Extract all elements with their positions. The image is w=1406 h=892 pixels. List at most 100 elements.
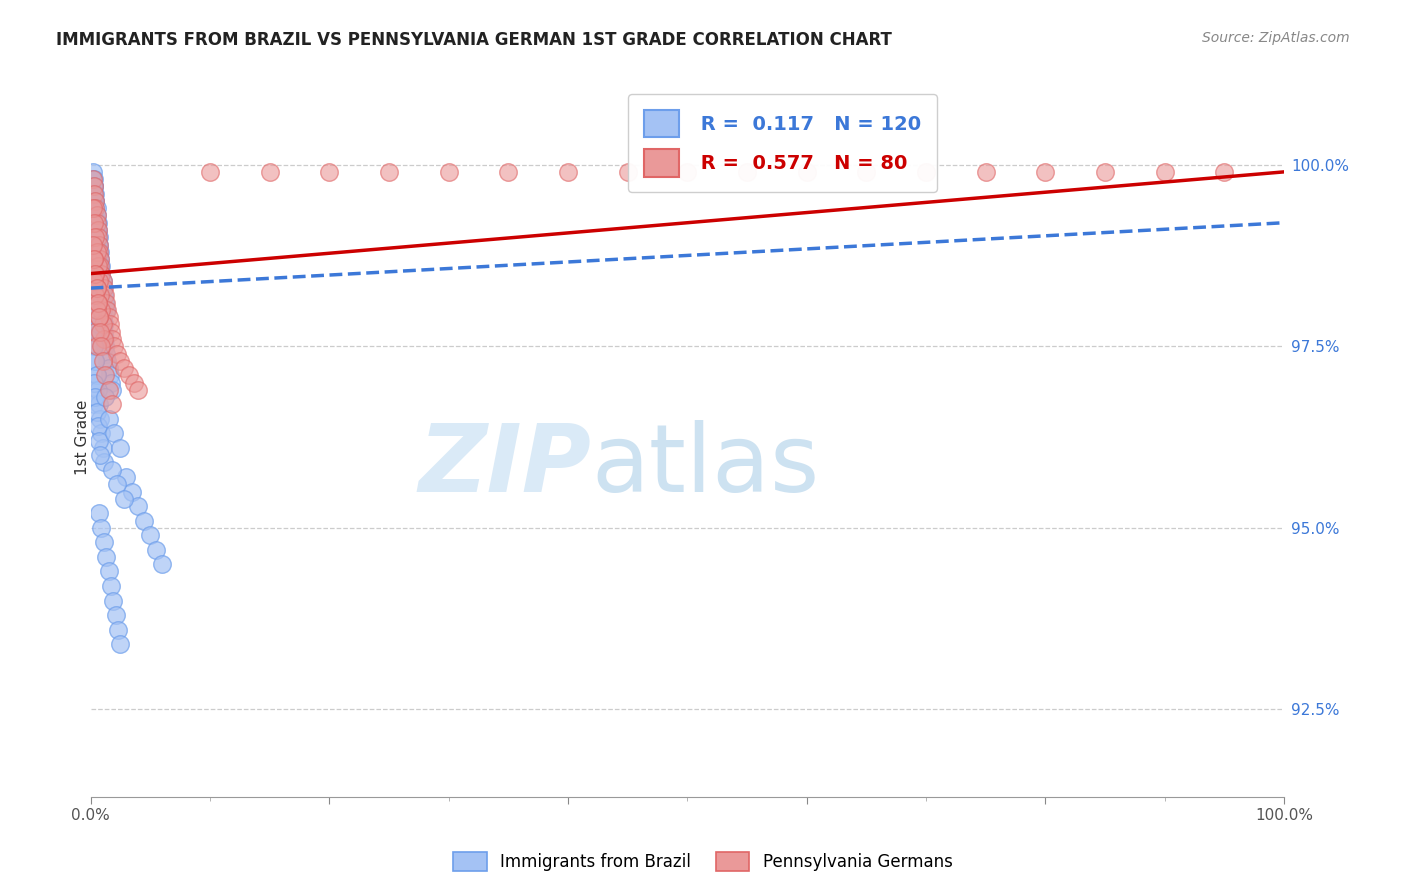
Point [83, 186, 105, 201]
Point [83, 201, 105, 215]
Point [104, 608, 127, 623]
Point [90, 288, 112, 302]
Point [89, 274, 111, 288]
Point [93, 281, 115, 295]
Point [107, 623, 129, 637]
Point [91, 302, 114, 317]
Point [91, 310, 114, 325]
Point [87, 434, 110, 448]
Point [86, 230, 108, 244]
Point [318, 165, 340, 179]
Point [103, 593, 125, 607]
Point [112, 361, 135, 376]
Point [94, 339, 117, 353]
Point [89, 274, 111, 288]
Point [87, 310, 110, 325]
Point [84, 216, 107, 230]
Point [84, 230, 107, 244]
Point [93, 318, 115, 332]
Point [87, 223, 110, 237]
Point [87, 260, 110, 274]
Point [86, 223, 108, 237]
Point [110, 441, 132, 455]
Point [150, 558, 173, 572]
Point [83, 179, 105, 194]
Point [86, 302, 108, 317]
Point [96, 353, 118, 368]
Point [437, 165, 460, 179]
Text: IMMIGRANTS FROM BRAZIL VS PENNSYLVANIA GERMAN 1ST GRADE CORRELATION CHART: IMMIGRANTS FROM BRAZIL VS PENNSYLVANIA G… [56, 31, 893, 49]
Point [86, 216, 108, 230]
Point [127, 499, 149, 513]
Point [84, 353, 107, 368]
Point [105, 477, 128, 491]
Point [259, 165, 281, 179]
Point [87, 223, 110, 237]
Point [87, 295, 110, 310]
Point [94, 368, 117, 383]
Point [94, 332, 117, 346]
Point [84, 186, 107, 201]
Point [735, 165, 758, 179]
Point [87, 310, 110, 325]
Point [101, 463, 124, 477]
Point [100, 579, 122, 593]
Point [84, 201, 107, 215]
Point [86, 281, 108, 295]
Point [89, 281, 111, 295]
Point [87, 281, 110, 295]
Point [89, 244, 111, 259]
Point [89, 448, 111, 462]
Point [616, 165, 638, 179]
Point [87, 383, 110, 397]
Point [96, 302, 118, 317]
Point [145, 542, 167, 557]
Point [83, 339, 105, 353]
Point [915, 165, 938, 179]
Point [974, 165, 997, 179]
Point [87, 244, 110, 259]
Point [100, 325, 122, 339]
Point [198, 165, 221, 179]
Point [122, 376, 145, 390]
Point [90, 288, 112, 302]
Point [557, 165, 579, 179]
Point [496, 165, 519, 179]
Point [91, 318, 114, 332]
Point [86, 339, 108, 353]
Point [121, 484, 143, 499]
Point [83, 252, 105, 266]
Point [84, 252, 107, 266]
Point [89, 325, 111, 339]
Point [87, 260, 110, 274]
Point [97, 310, 120, 325]
Point [83, 274, 105, 288]
Point [82, 260, 104, 274]
Point [90, 267, 112, 281]
Point [87, 230, 110, 244]
Point [1153, 165, 1175, 179]
Point [84, 194, 107, 208]
Point [118, 368, 141, 383]
Point [84, 201, 107, 215]
Point [82, 186, 104, 201]
Point [110, 637, 132, 651]
Point [87, 295, 110, 310]
Point [86, 209, 108, 223]
Text: atlas: atlas [592, 420, 820, 512]
Point [1033, 165, 1056, 179]
Point [82, 201, 104, 215]
Point [94, 346, 117, 360]
Point [84, 288, 107, 302]
Point [91, 274, 114, 288]
Point [84, 288, 107, 302]
Point [103, 339, 125, 353]
Point [84, 281, 107, 295]
Point [100, 376, 122, 390]
Point [87, 237, 110, 252]
Point [90, 339, 112, 353]
Point [84, 267, 107, 281]
Point [105, 346, 128, 360]
Point [82, 237, 104, 252]
Point [94, 288, 117, 302]
